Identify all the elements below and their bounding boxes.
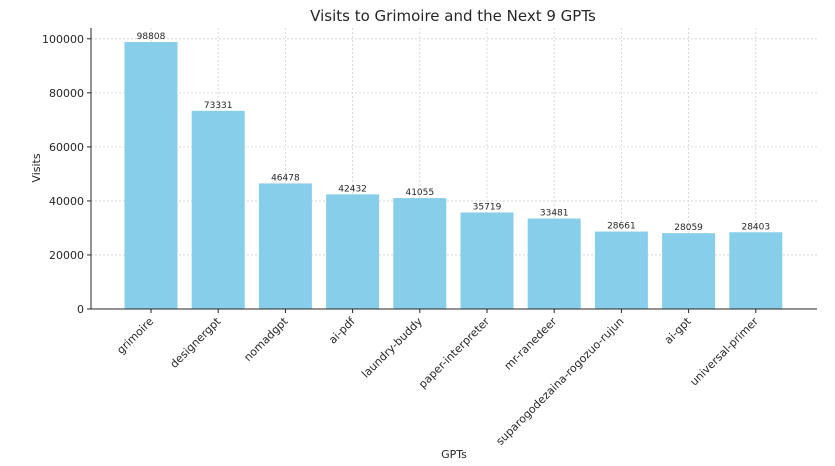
bar-value-label: 73331 [204, 101, 233, 111]
y-tick-label: 80000 [49, 87, 84, 100]
bar-value-label: 35719 [473, 202, 502, 212]
x-tick-label: laundry-buddy [359, 315, 425, 381]
x-tick-label: nomadgpt [241, 314, 291, 364]
bar-value-label: 98808 [137, 32, 166, 42]
x-tick-label: universal-primer [687, 315, 761, 389]
x-tick-label: ai-gpt [662, 314, 694, 346]
y-axis-label: Visits [30, 153, 43, 182]
bar-ai-gpt [662, 233, 716, 309]
x-axis: grimoire designergpt nomadgpt ai-pdf laundry… [114, 309, 761, 448]
x-axis-label: GPTs [441, 448, 467, 461]
bar-grimoire [124, 42, 178, 310]
y-tick-label: 20000 [49, 249, 84, 262]
bar-designergpt [191, 110, 245, 309]
bar-ai-pdf [326, 194, 380, 309]
y-tick-label: 40000 [49, 195, 84, 208]
bar-paper-interpreter [460, 212, 514, 309]
y-tick-label: 0 [77, 303, 84, 316]
chart-title: Visits to Grimoire and the Next 9 GPTs [310, 7, 596, 25]
bars [124, 42, 783, 310]
bar-value-label: 42432 [338, 184, 367, 194]
y-tick-label: 100000 [42, 33, 84, 46]
x-tick-label: mr-ranedeer [502, 315, 560, 373]
y-axis: 0 20000 40000 60000 80000 100000 [42, 33, 91, 316]
bar-nomadgpt [258, 183, 312, 309]
bar-value-label: 28403 [741, 222, 770, 232]
x-tick-label: paper-interpreter [416, 315, 492, 391]
x-tick-label: grimoire [114, 315, 156, 357]
bar-value-label: 28059 [674, 223, 703, 233]
bar-universal-primer [729, 232, 783, 309]
bar-value-label: 28661 [607, 222, 636, 232]
x-tick-label: ai-pdf [326, 314, 358, 346]
y-tick-label: 60000 [49, 141, 84, 154]
bar-value-label: 41055 [405, 188, 434, 198]
bar-laundry-buddy [393, 198, 447, 309]
bar-suparogodezaina-rogozuo-rujun [594, 231, 648, 309]
bar-mr-ranedeer [527, 218, 581, 309]
x-tick-label: designergpt [168, 314, 224, 370]
bar-value-label: 46478 [271, 173, 300, 183]
bar-value-labels: 98808 73331 46478 42432 41055 35719 33481 28661… [137, 32, 770, 233]
x-tick-label: suparogodezaina-rogozuo-rujun [494, 315, 627, 448]
bar-value-label: 33481 [540, 209, 569, 219]
